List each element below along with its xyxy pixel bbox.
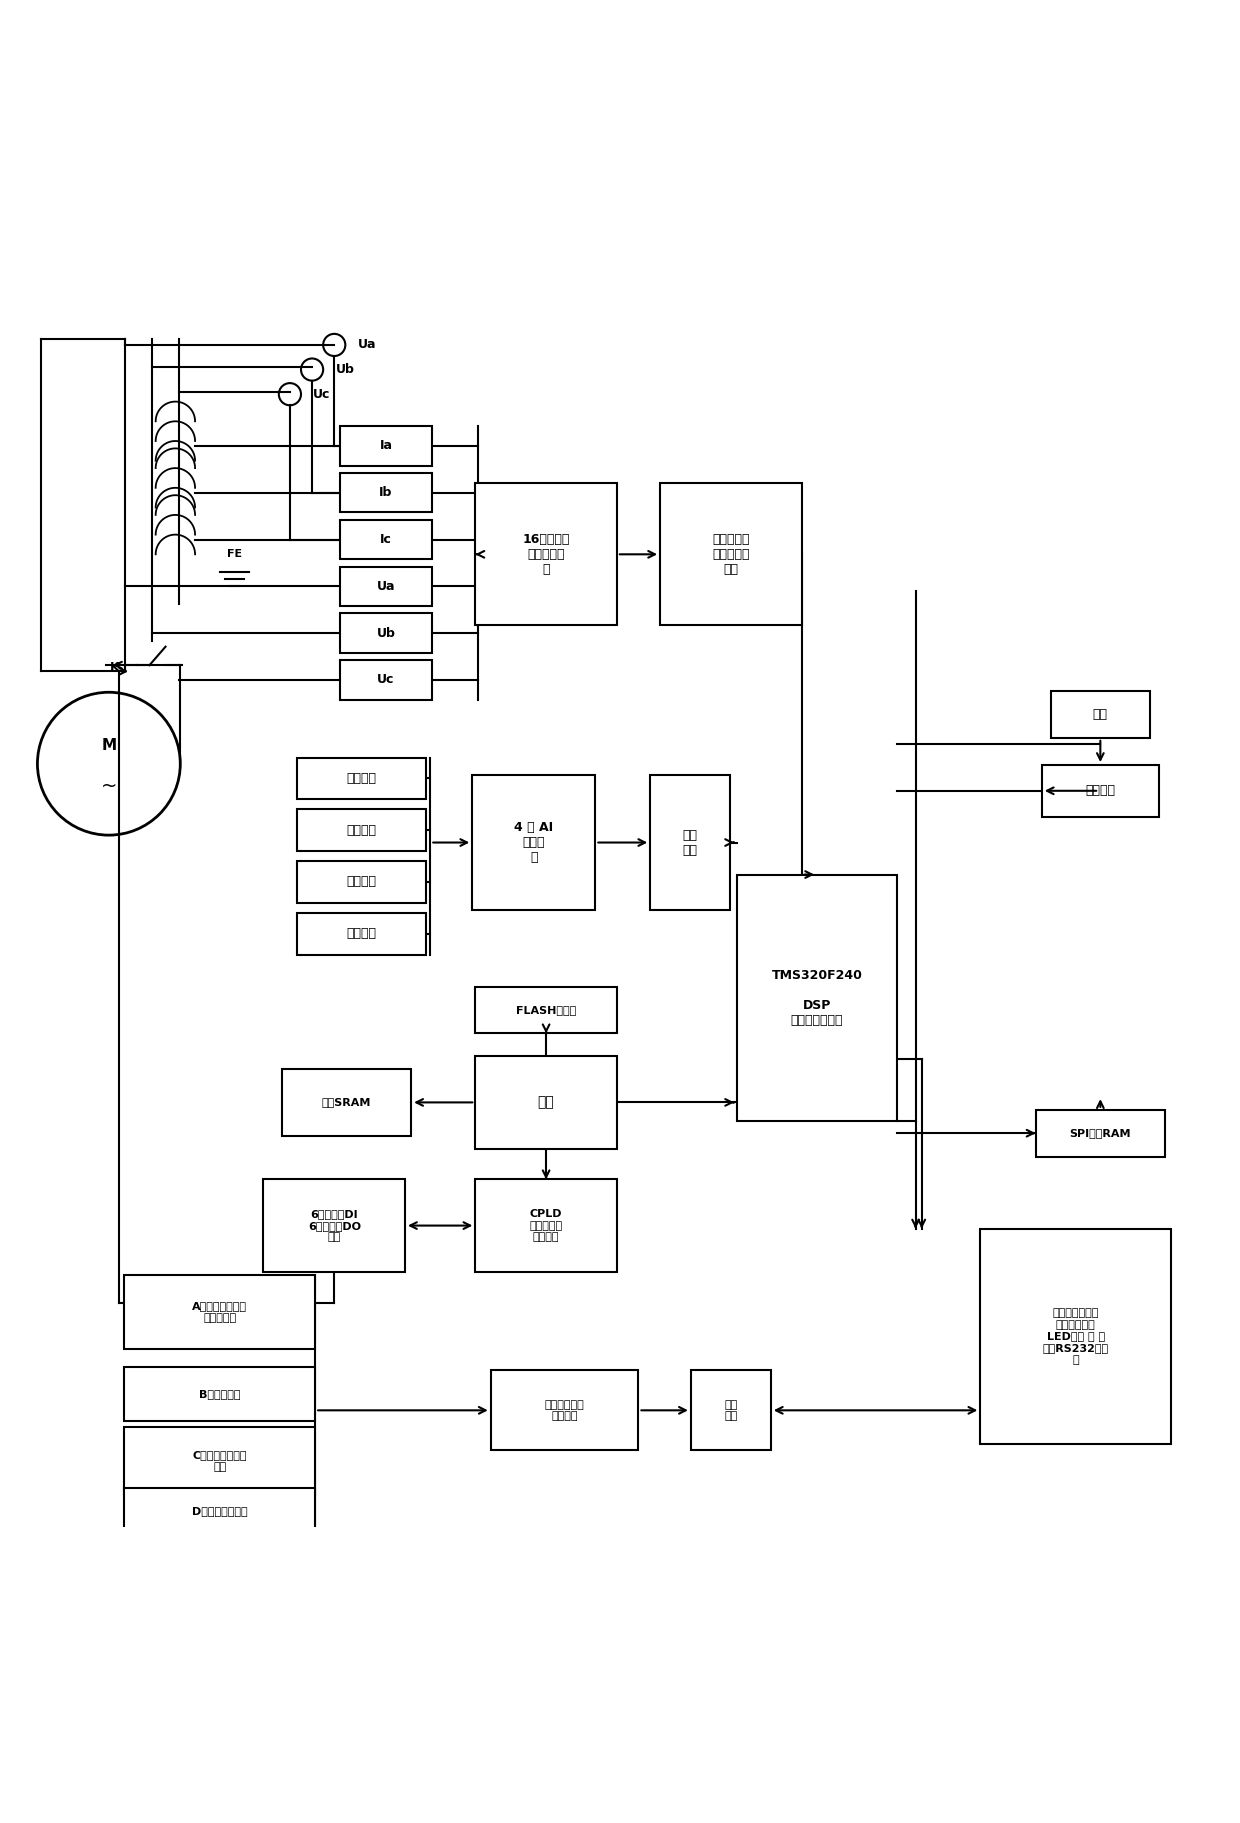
Bar <box>296 913 427 955</box>
Text: Uc: Uc <box>377 673 394 687</box>
Bar <box>340 427 433 465</box>
Text: 总线: 总线 <box>538 1096 554 1110</box>
Text: Ub: Ub <box>377 627 396 640</box>
Bar <box>691 1371 771 1451</box>
Text: SPI铁电RAM: SPI铁电RAM <box>1070 1128 1131 1138</box>
Text: 井口套压: 井口套压 <box>346 771 377 786</box>
Text: FLASH存储器: FLASH存储器 <box>516 1004 577 1015</box>
Text: 电池: 电池 <box>1092 707 1107 720</box>
Text: 时钟电路: 时钟电路 <box>1085 784 1115 797</box>
Bar <box>340 567 433 605</box>
Text: Uc: Uc <box>314 388 331 401</box>
Text: 电气
隔离: 电气 隔离 <box>724 1400 738 1422</box>
Text: M: M <box>102 738 117 753</box>
Text: 高速SRAM: 高速SRAM <box>322 1097 371 1107</box>
Text: TMS320F240

DSP
数字信号处理器: TMS320F240 DSP 数字信号处理器 <box>771 968 863 1026</box>
Text: Ia: Ia <box>379 439 393 452</box>
Bar <box>1042 766 1159 817</box>
Bar <box>340 613 433 653</box>
Bar <box>281 1068 412 1136</box>
Text: 人机界面（液晶
显示器、三色
LED、操 作 按
键、RS232调试
口: 人机界面（液晶 显示器、三色 LED、操 作 按 键、RS232调试 口 <box>1043 1309 1109 1365</box>
Bar <box>472 775 595 910</box>
Text: 滤波放大电
路及双测频
电路: 滤波放大电 路及双测频 电路 <box>712 532 750 576</box>
Bar <box>1035 1110 1166 1156</box>
Bar <box>475 483 618 625</box>
Text: Ub: Ub <box>336 363 355 376</box>
Bar <box>475 986 618 1034</box>
Bar <box>263 1179 405 1272</box>
Bar <box>491 1371 639 1451</box>
Text: 电气
隔离: 电气 隔离 <box>683 828 698 857</box>
Text: 6路输入量DI
6路输出量DO
电路: 6路输入量DI 6路输出量DO 电路 <box>308 1209 361 1241</box>
Text: Ua: Ua <box>357 339 376 352</box>
Text: K: K <box>110 662 120 675</box>
Bar <box>124 1274 315 1349</box>
Text: 井口回压: 井口回压 <box>346 824 377 837</box>
Text: 有限（无线）
接口单元: 有限（无线） 接口单元 <box>544 1400 584 1422</box>
Bar <box>296 809 427 851</box>
Text: B、网络接口: B、网络接口 <box>198 1389 241 1400</box>
Text: D、无线网络借口: D、无线网络借口 <box>192 1506 248 1517</box>
Text: 4 路 AI
变换电
路: 4 路 AI 变换电 路 <box>515 820 553 864</box>
Bar <box>475 1056 618 1148</box>
Bar <box>340 660 433 700</box>
Bar <box>296 758 427 800</box>
Bar <box>296 860 427 902</box>
Text: A、无线载荷位移
传感器接口: A、无线载荷位移 传感器接口 <box>192 1302 247 1323</box>
Bar <box>981 1229 1171 1444</box>
Text: Ib: Ib <box>379 487 393 500</box>
Text: 井口流量: 井口流量 <box>346 928 377 941</box>
Bar <box>650 775 730 910</box>
Bar <box>660 483 802 625</box>
Bar <box>124 1427 315 1495</box>
Bar <box>340 520 433 560</box>
Bar <box>124 1367 315 1422</box>
Bar <box>124 1488 315 1535</box>
Text: 井口温度: 井口温度 <box>346 875 377 888</box>
Text: Ic: Ic <box>379 532 392 547</box>
Bar <box>737 875 897 1121</box>
Text: FE: FE <box>227 549 242 560</box>
Text: C、北斗卫星通讯
借口: C、北斗卫星通讯 借口 <box>192 1449 247 1471</box>
Text: CPLD
复杂可编程
逻辑器件: CPLD 复杂可编程 逻辑器件 <box>529 1209 563 1241</box>
Bar <box>1052 691 1149 738</box>
Text: Ua: Ua <box>377 580 396 592</box>
Bar <box>340 472 433 512</box>
Bar <box>475 1179 618 1272</box>
Text: 16路交流量
变换隔离电
路: 16路交流量 变换隔离电 路 <box>522 532 570 576</box>
Text: ~: ~ <box>100 777 117 795</box>
